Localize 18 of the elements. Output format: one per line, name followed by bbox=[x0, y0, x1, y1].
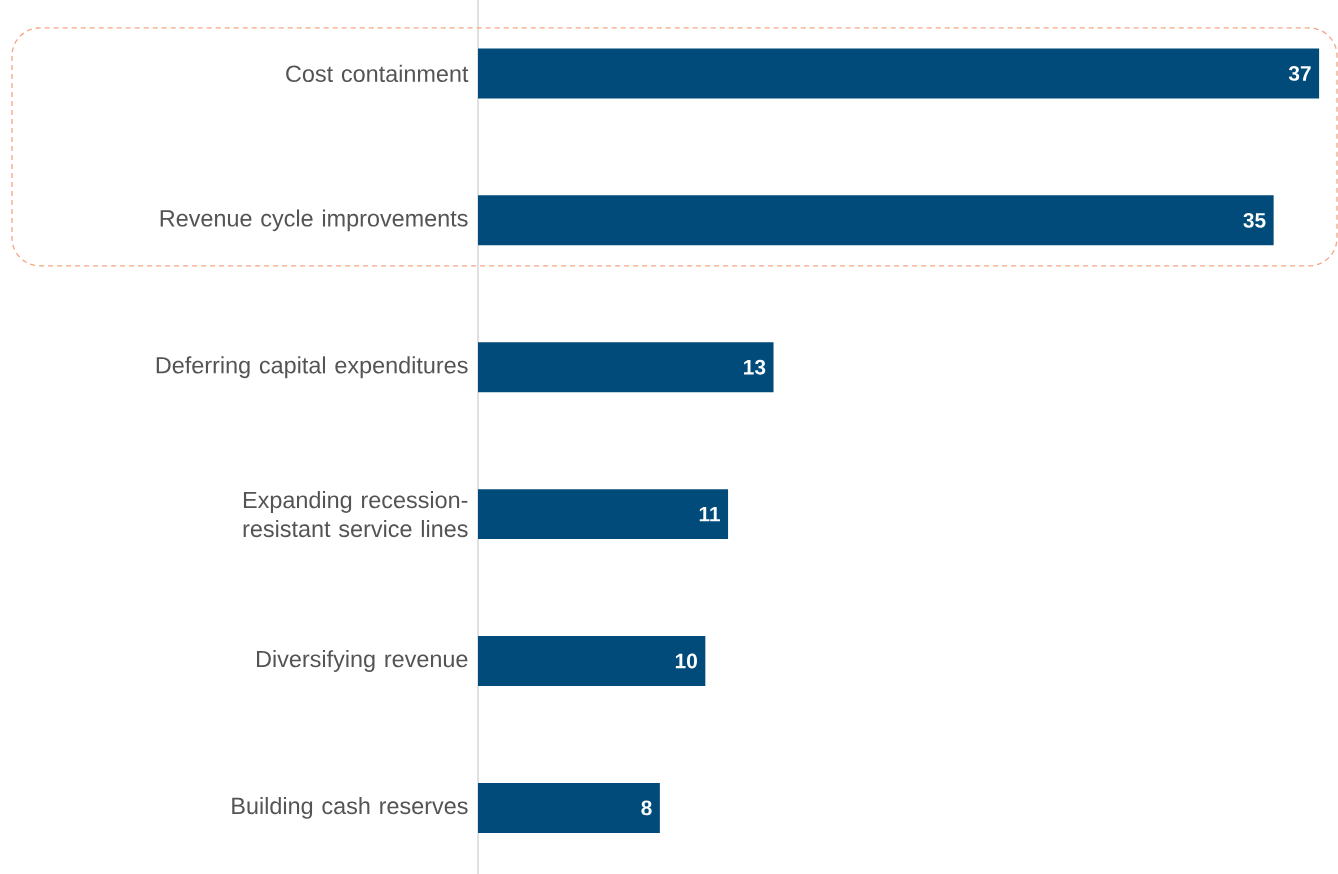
data-label: 11 bbox=[699, 506, 720, 522]
y-tick-label: Diversifying revenue bbox=[257, 650, 468, 672]
bar bbox=[478, 342, 774, 393]
bar bbox=[478, 48, 1320, 99]
data-label: 13 bbox=[744, 359, 766, 375]
y-tick-label: Building cash reserves bbox=[232, 797, 468, 819]
y-tick-label: Deferring capital expenditures bbox=[156, 356, 468, 379]
y-tick-label: Revenue cycle improvements bbox=[160, 209, 468, 232]
bar bbox=[478, 195, 1274, 246]
y-tick-label: Cost containment bbox=[286, 64, 469, 83]
data-label: 35 bbox=[1243, 212, 1266, 228]
data-label: 37 bbox=[1288, 66, 1311, 81]
bar bbox=[478, 782, 660, 833]
data-label: 8 bbox=[641, 800, 652, 816]
bar bbox=[478, 489, 729, 540]
data-label: 10 bbox=[675, 653, 697, 669]
y-tick-label: Expanding recession-resistant service lines bbox=[243, 491, 468, 538]
bar bbox=[478, 636, 706, 686]
